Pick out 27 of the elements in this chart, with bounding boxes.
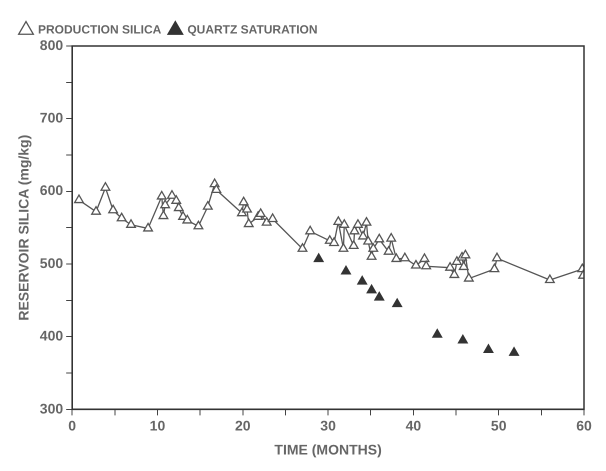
y-tick-label: 800 [40, 36, 64, 53]
y-axis-title: RESERVOIR SILICA (mg/kg) [15, 134, 32, 321]
x-axis-title: TIME (MONTHS) [274, 441, 382, 458]
x-tick-label: 40 [406, 418, 422, 434]
x-tick-label: 0 [68, 418, 76, 434]
point [458, 334, 468, 344]
x-tick-label: 60 [576, 418, 592, 434]
legend-label: PRODUCTION SILICA [38, 22, 162, 36]
x-tick-label: 30 [320, 418, 336, 434]
x-tick-label: 50 [490, 418, 507, 434]
point [357, 276, 368, 285]
point [509, 347, 520, 356]
y-tick-label: 400 [40, 328, 64, 344]
legend-label: QUARTZ SATURATION [187, 22, 318, 36]
point [392, 298, 402, 308]
y-tick-label: 700 [40, 110, 64, 126]
y-tick-label: 300 [40, 400, 64, 416]
y-tick-label: 500 [40, 254, 64, 271]
y-tick-label: 600 [40, 182, 64, 198]
point [374, 292, 384, 301]
point [432, 328, 442, 338]
point [483, 344, 494, 353]
point [314, 253, 324, 262]
x-tick-label: 10 [150, 418, 166, 434]
point [341, 266, 351, 274]
x-tick-label: 20 [234, 418, 251, 434]
point [366, 284, 377, 294]
